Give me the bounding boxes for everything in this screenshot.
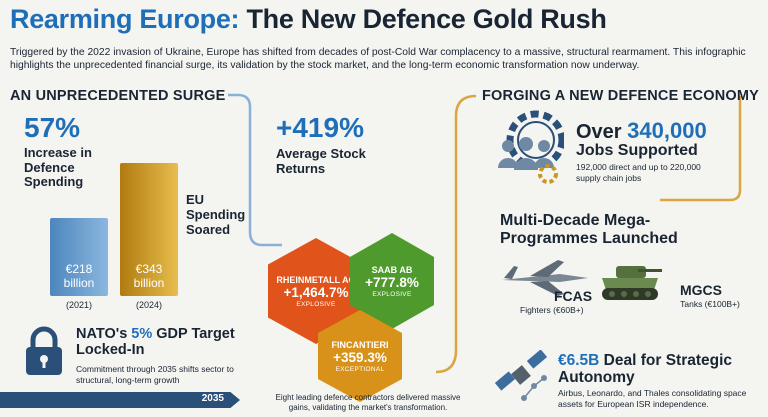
bar-2021-value: €218 billion [63,262,95,290]
mgcs-subtitle: Tanks (€100B+) [680,299,740,309]
hex-saab-tag: EXPLOSIVE [372,290,412,298]
bar-2024-value: €343 billion [133,262,165,290]
satellite-icon [494,349,554,411]
hex-saab-name: SAAB AB [371,264,413,275]
connector-right [660,96,742,202]
workers-gear-icon [492,110,566,191]
stock-returns-label: Average Stock Returns [276,146,366,176]
hex-saab-value: +777.8% [365,274,419,290]
nato-title-c: GDP Target Locked-In [76,326,235,358]
mega-programmes-title: Multi-Decade Mega-Programmes Launched [500,212,678,247]
contractors-caption: Eight leading defence contractors delive… [275,393,461,412]
spending-pct-label: Increase in Defence Spending [24,145,92,189]
connector-left [228,93,282,247]
jobs-count: Over 340,000 [576,118,707,144]
spending-pct: 57% [24,112,81,143]
mgcs-label: MGCS [680,282,722,298]
fcas-subtitle: Fighters (€60B+) [520,305,584,315]
fighter-jet-icon [500,258,590,303]
padlock-icon [24,326,64,381]
tank-icon [598,256,662,309]
timeline-arrow: 2035 [0,392,240,408]
hex-rheinmetall-tag: EXPLOSIVE [296,300,336,308]
hex-rheinmetall-name: RHEINMETALL AG [276,274,356,285]
hex-rheinmetall: RHEINMETALL AG +1,464.7% EXPLOSIVE [268,238,364,344]
hex-fincantieri-name: FINCANTIERI [331,339,389,350]
space-title-rest: Deal for Strategic Autonomy [558,352,733,386]
intro-text: Triggered by the 2022 invasion of Ukrain… [10,47,746,71]
nato-title: NATO's 5% GDP Target Locked-In [76,326,266,358]
connector-mid [435,94,477,374]
bar-2024-year: (2024) [135,300,162,310]
economy-heading: FORGING A NEW DEFENCE ECONOMY [482,88,760,104]
surge-heading: AN UNPRECEDENTED SURGE [10,88,226,104]
title-part-1: Rearming Europe: [10,4,240,34]
space-deal-title: €6.5B Deal for Strategic Autonomy [558,352,738,386]
hex-saab: SAAB AB +777.8% EXPLOSIVE [350,233,434,329]
bar-2024: €343 billion [120,163,178,296]
timeline-year: 2035 [201,393,224,404]
bar-2021: €218 billion [50,218,108,296]
jobs-a: Over [576,121,628,143]
stock-returns-pct: +419% [276,112,364,143]
page-title: Rearming Europe: The New Defence Gold Ru… [10,4,607,35]
hex-fincantieri-value: +359.3% [333,349,387,365]
jobs-b: 340,000 [627,118,707,143]
eu-spending-label: EU Spending Soared [186,192,246,237]
nato-title-a: NATO's [76,326,132,342]
fcas-label: FCAS [554,288,593,304]
hex-rheinmetall-value: +1,464.7% [283,284,349,300]
nato-title-b: 5% [131,326,153,342]
space-subtitle: Airbus, Leonardo, and Thales consolidati… [558,388,747,409]
bar-2021-year: (2021) [65,300,92,310]
hex-fincantieri-tag: EXCEPTIONAL [335,365,385,373]
title-part-2: The New Defence Gold Rush [239,4,607,34]
nato-subtitle: Commitment through 2035 shifts sector to… [76,364,234,385]
hex-fincantieri: FINCANTIERI +359.3% EXCEPTIONAL [318,310,402,402]
jobs-subtitle: 192,000 direct and up to 220,000 supply … [576,162,701,183]
space-amount: €6.5B [558,352,600,369]
jobs-label: Jobs Supported [576,142,698,159]
